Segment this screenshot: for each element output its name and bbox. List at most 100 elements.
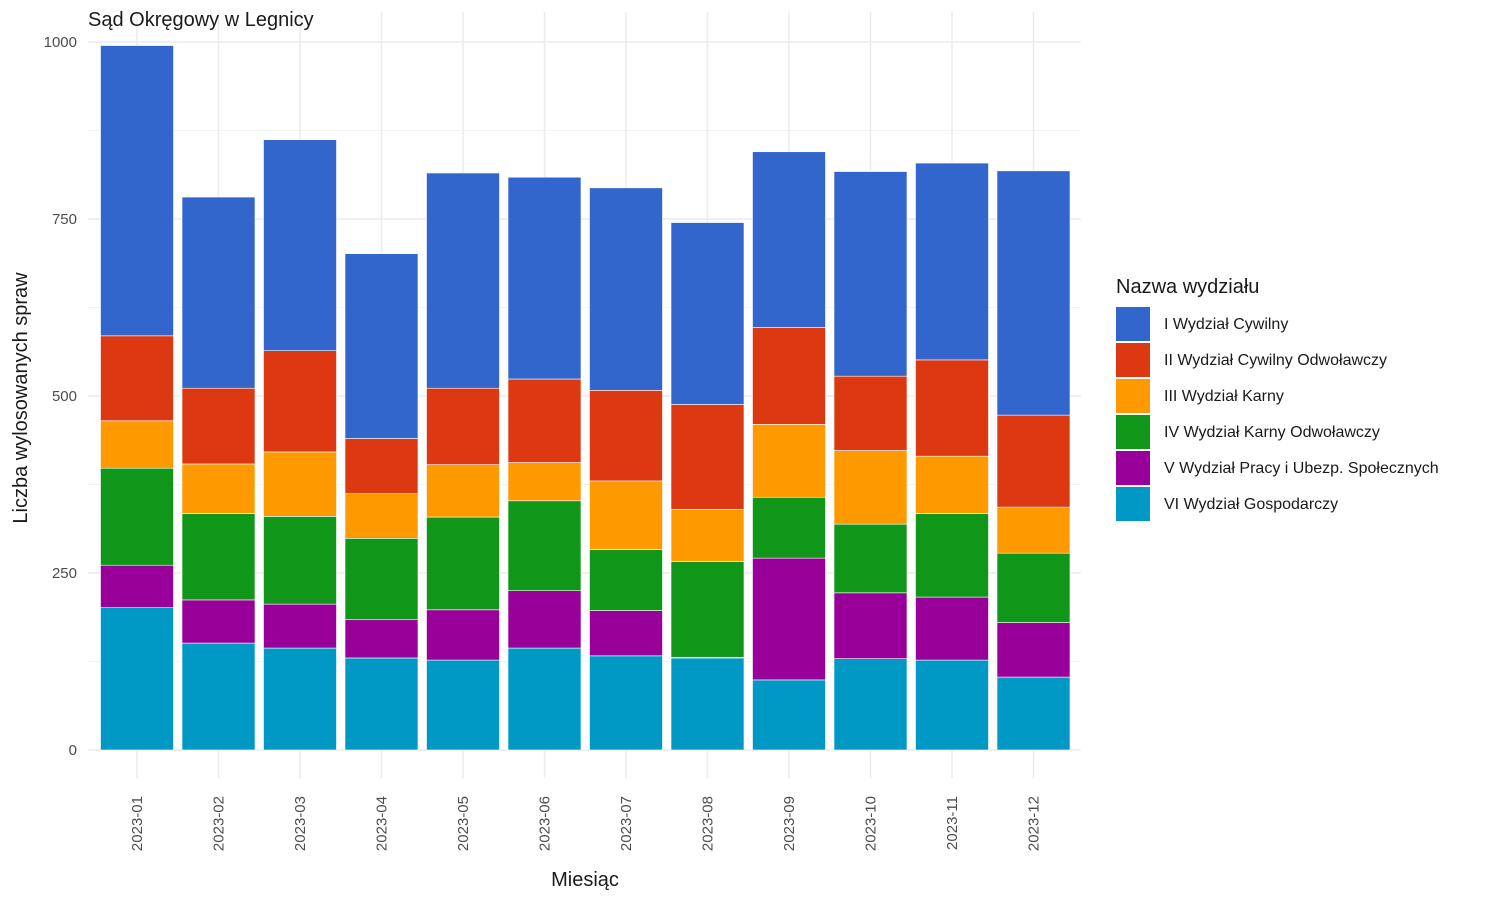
bar-segment (344, 657, 419, 751)
x-tick-label: 2023-08 (700, 796, 717, 851)
legend-title: Nazwa wydziału (1116, 276, 1259, 298)
bar-segment (426, 172, 500, 389)
bar-segment (752, 557, 826, 681)
bar-segment (996, 676, 1071, 751)
bar-segment (181, 196, 256, 389)
bar-segment (833, 450, 908, 525)
bar-segment (915, 659, 989, 751)
bar-segment (263, 139, 337, 351)
bar-segment (181, 599, 256, 644)
bar-segment (507, 647, 582, 751)
x-tick-label: 2023-02 (211, 796, 228, 851)
bar-segment (344, 438, 419, 495)
bar-segment (181, 387, 256, 465)
bar-segment (426, 464, 500, 518)
legend-swatch (1116, 487, 1150, 521)
bar-segment (263, 603, 337, 649)
bar-segment (589, 187, 663, 391)
bar-segment (915, 596, 989, 661)
y-tick-labels: 0 250 500 750 1000 (44, 34, 77, 759)
bar-segment (344, 493, 419, 539)
legend-label: V Wydział Pracy i Ubezp. Społecznych (1164, 460, 1439, 477)
bar-segment (426, 609, 500, 661)
bar-segment (996, 506, 1071, 554)
bar-segment (915, 162, 989, 361)
x-tick-label: 2023-10 (863, 796, 880, 851)
x-tick-labels: 2023-01 2023-02 2023-03 2023-04 2023-05 2023-… (129, 796, 1043, 851)
bar-segment (263, 451, 337, 517)
bar-segment (263, 647, 337, 751)
x-axis-title: Miesiąc (551, 869, 619, 891)
bar-segment (100, 607, 174, 751)
bar-segment (752, 327, 826, 425)
bar-segment (833, 171, 908, 377)
bar-segment (752, 424, 826, 498)
legend-swatch (1116, 307, 1150, 341)
legend-swatch (1116, 379, 1150, 413)
bar-segment (670, 222, 745, 405)
bar-segment (589, 480, 663, 550)
bar-segment (507, 378, 582, 463)
x-tick-label: 2023-04 (374, 796, 391, 851)
y-tick-label: 0 (69, 742, 77, 759)
bar-segment (752, 679, 826, 751)
bar-segment (833, 658, 908, 751)
x-tick-label: 2023-05 (455, 796, 472, 851)
y-tick-label: 500 (52, 388, 77, 405)
bar-segment (100, 467, 174, 566)
bar-segment (752, 151, 826, 328)
bar-segment (670, 657, 745, 751)
bar-segment (507, 500, 582, 591)
bar-segment (344, 253, 419, 439)
bar-segment (344, 619, 419, 659)
bar-segment (263, 516, 337, 605)
bar-segment (589, 655, 663, 751)
bar-segment (833, 592, 908, 659)
bar-segment (996, 414, 1071, 508)
bar-segment (589, 390, 663, 482)
legend-swatch (1116, 415, 1150, 449)
x-tick-label: 2023-11 (944, 796, 961, 850)
bar-segment (100, 420, 174, 469)
bar-segment (344, 538, 419, 621)
bar-segment (833, 523, 908, 594)
legend-swatch (1116, 451, 1150, 485)
x-tick-label: 2023-03 (292, 796, 309, 851)
y-axis-title: Liczba wylosowanych spraw (10, 272, 32, 524)
bar-segment (100, 335, 174, 422)
bar-segment (670, 508, 745, 562)
legend-swatch (1116, 343, 1150, 377)
legend-label: IV Wydział Karny Odwoławczy (1164, 424, 1380, 441)
x-tick-label: 2023-09 (781, 796, 798, 851)
legend-label: II Wydział Cywilny Odwoławczy (1164, 352, 1387, 369)
legend-items: I Wydział Cywilny II Wydział Cywilny Odwo… (1116, 307, 1439, 521)
y-tick-label: 250 (52, 565, 77, 582)
bar-segment (181, 642, 256, 751)
bar-segment (752, 496, 826, 559)
bar-segment (263, 350, 337, 453)
bar-segment (589, 610, 663, 657)
y-tick-label: 1000 (44, 34, 77, 51)
bar-segment (833, 375, 908, 451)
x-tick-label: 2023-06 (537, 796, 554, 851)
chart-title: Sąd Okręgowy w Legnicy (88, 9, 314, 31)
bar-segment (426, 516, 500, 611)
x-tick-label: 2023-07 (618, 796, 635, 851)
bar-segment (996, 170, 1071, 416)
y-tick-label: 750 (52, 211, 77, 228)
bar-segment (507, 176, 582, 380)
bar-segment (915, 359, 989, 457)
bar-segment (100, 564, 174, 608)
bar-segment (915, 455, 989, 514)
x-tick-label: 2023-01 (129, 796, 146, 851)
legend-label: VI Wydział Gospodarczy (1164, 496, 1338, 513)
bar-segment (181, 513, 256, 601)
bars (100, 45, 1071, 751)
bar-segment (426, 387, 500, 465)
legend: Nazwa wydziału I Wydział Cywilny II Wydzi… (1116, 276, 1439, 521)
bar-segment (996, 622, 1071, 678)
bar-segment (670, 561, 745, 658)
bar-segment (670, 404, 745, 510)
bar-segment (426, 659, 500, 751)
